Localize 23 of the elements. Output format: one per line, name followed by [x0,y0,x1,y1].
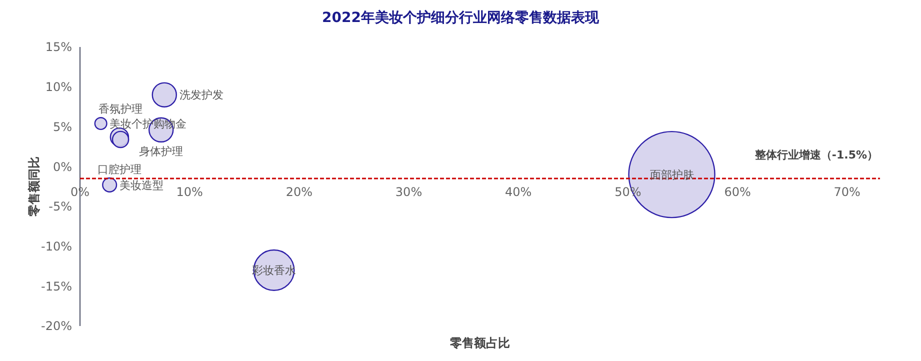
annotation: 美妆造型 [120,178,164,192]
y-tick-label: -15% [40,279,72,294]
y-tick-label: -10% [40,239,72,254]
x-tick-label: 30% [395,184,422,199]
y-tick-label: -20% [40,319,72,334]
x-tick-label: 70% [834,184,860,199]
y-tick-label: 5% [52,120,72,134]
chart-title: 2022年美妆个护细分行业网络零售数据表现 [322,9,600,26]
x-tick-label: 40% [505,184,532,199]
y-tick-label: -5% [48,200,72,214]
y-axis-title: 零售额同比 [27,156,41,218]
y-tick-label: 10% [45,80,72,94]
ref-line-label: 整体行业增速（-1.5%） [754,148,878,162]
annotation: 香氛护理 [98,102,143,116]
x-axis-title: 零售额占比 [449,336,510,350]
x-tick-label: 60% [724,184,751,199]
x-tick-label: 20% [286,184,313,199]
y-tick-label: 15% [45,40,72,54]
x-tick-label: 10% [176,184,203,199]
annotation: 身体护理 [139,144,184,158]
annotation: 洗发护发 [179,88,224,102]
y-tick-label: 0% [52,160,72,174]
annotation: 口腔护理 [97,162,142,176]
